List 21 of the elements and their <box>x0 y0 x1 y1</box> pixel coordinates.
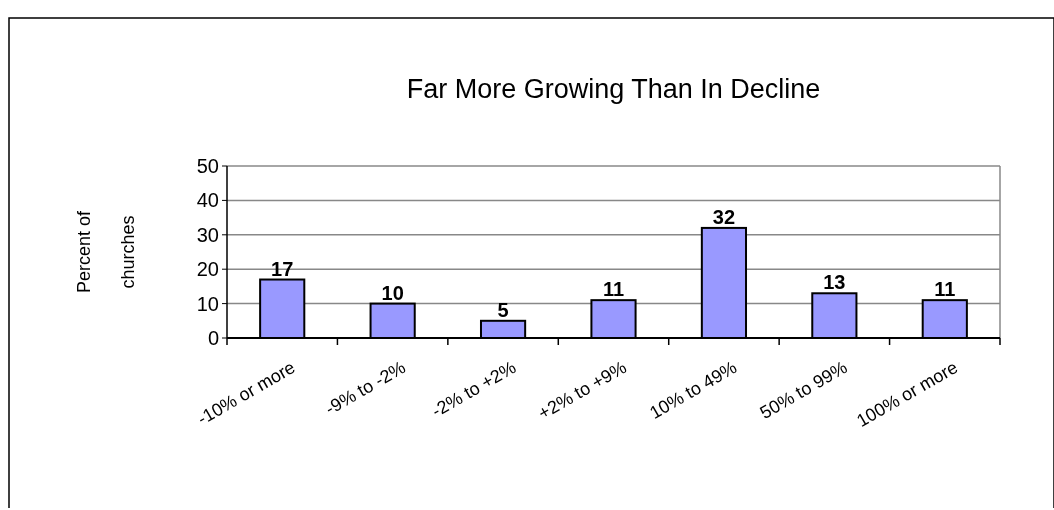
x-tick-label: 50% to 99% <box>756 357 851 423</box>
data-label: 11 <box>934 278 956 301</box>
y-tick-label: 40 <box>196 189 219 212</box>
x-tick-label: +2% to +9% <box>534 357 630 424</box>
data-label: 10 <box>381 281 404 304</box>
x-tick-label: -9% to -2% <box>321 357 409 419</box>
y-tick-label: 20 <box>196 258 219 281</box>
data-label: 17 <box>271 257 294 280</box>
text: Percent of churches <box>74 210 138 294</box>
data-label: 5 <box>497 298 509 321</box>
x-tick-label: -10% or more <box>194 357 299 429</box>
y-tick-label: 0 <box>207 327 219 349</box>
data-label: 11 <box>602 278 625 301</box>
y-tick-label: 30 <box>196 223 219 246</box>
data-label: 13 <box>823 271 846 294</box>
y-tick-label: 50 <box>196 155 219 177</box>
chart-title: Far More Growing Than In Decline <box>406 74 821 104</box>
x-tick-label: -2% to +2% <box>428 357 520 422</box>
y-tick-label: 10 <box>196 292 219 315</box>
x-tick-label: 10% to 49% <box>646 357 741 423</box>
data-label: 32 <box>712 205 736 228</box>
